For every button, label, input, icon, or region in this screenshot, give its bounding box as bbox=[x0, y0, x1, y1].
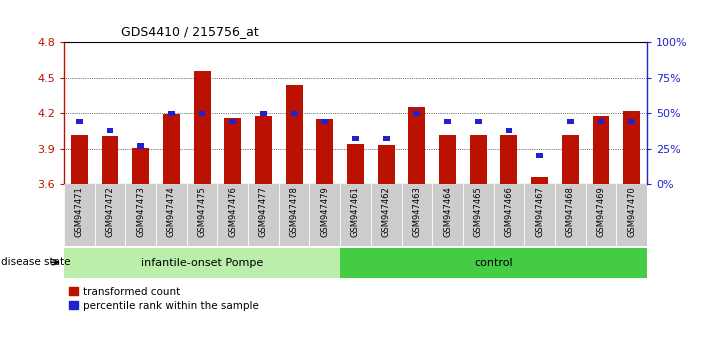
Bar bbox=[371, 184, 402, 246]
Bar bbox=[536, 153, 543, 159]
Bar bbox=[198, 110, 205, 116]
Bar bbox=[137, 143, 144, 149]
Text: GSM947461: GSM947461 bbox=[351, 186, 360, 237]
Bar bbox=[629, 119, 635, 125]
Bar bbox=[64, 248, 340, 278]
Bar bbox=[125, 184, 156, 246]
Text: GSM947474: GSM947474 bbox=[167, 186, 176, 237]
Bar bbox=[193, 71, 210, 184]
Text: control: control bbox=[474, 258, 513, 268]
Bar bbox=[624, 111, 640, 184]
Bar bbox=[475, 119, 481, 125]
Text: GSM947472: GSM947472 bbox=[105, 186, 114, 237]
Bar bbox=[316, 119, 333, 184]
Text: GSM947466: GSM947466 bbox=[504, 186, 513, 237]
Bar bbox=[439, 135, 456, 184]
Text: GSM947469: GSM947469 bbox=[597, 186, 606, 237]
Bar bbox=[567, 119, 574, 125]
Bar bbox=[340, 248, 647, 278]
Bar bbox=[309, 184, 340, 246]
Text: GSM947476: GSM947476 bbox=[228, 186, 237, 237]
Bar bbox=[286, 85, 303, 184]
Text: GSM947464: GSM947464 bbox=[443, 186, 452, 237]
Bar bbox=[444, 119, 451, 125]
Bar bbox=[187, 184, 218, 246]
Bar bbox=[340, 184, 371, 246]
Bar bbox=[470, 135, 486, 184]
Text: GSM947477: GSM947477 bbox=[259, 186, 268, 237]
Bar bbox=[524, 184, 555, 246]
Bar bbox=[291, 110, 297, 116]
Bar bbox=[352, 136, 359, 142]
Bar bbox=[156, 184, 187, 246]
Text: GSM947475: GSM947475 bbox=[198, 186, 207, 237]
Bar bbox=[64, 184, 95, 246]
Bar bbox=[71, 135, 87, 184]
Bar bbox=[321, 119, 328, 125]
Bar bbox=[408, 107, 425, 184]
Bar bbox=[506, 127, 513, 133]
Bar bbox=[383, 136, 390, 142]
Bar bbox=[168, 110, 175, 116]
Text: GSM947479: GSM947479 bbox=[321, 186, 329, 237]
Bar bbox=[586, 184, 616, 246]
Text: infantile-onset Pompe: infantile-onset Pompe bbox=[141, 258, 263, 268]
Text: GDS4410 / 215756_at: GDS4410 / 215756_at bbox=[121, 25, 259, 38]
Bar bbox=[531, 177, 548, 184]
Text: disease state: disease state bbox=[1, 257, 71, 267]
Text: GSM947462: GSM947462 bbox=[382, 186, 390, 237]
Bar bbox=[463, 184, 493, 246]
Text: GSM947463: GSM947463 bbox=[412, 186, 422, 237]
Bar bbox=[248, 184, 279, 246]
Legend: transformed count, percentile rank within the sample: transformed count, percentile rank withi… bbox=[69, 287, 259, 311]
Bar bbox=[260, 110, 267, 116]
Bar bbox=[76, 119, 82, 125]
Bar bbox=[347, 144, 364, 184]
Bar bbox=[107, 127, 113, 133]
Bar bbox=[102, 136, 119, 184]
Text: GSM947478: GSM947478 bbox=[289, 186, 299, 237]
Bar bbox=[562, 135, 579, 184]
Bar bbox=[493, 184, 524, 246]
Bar bbox=[279, 184, 309, 246]
Bar bbox=[255, 116, 272, 184]
Bar bbox=[555, 184, 586, 246]
Bar bbox=[163, 114, 180, 184]
Bar bbox=[414, 110, 420, 116]
Bar bbox=[402, 184, 432, 246]
Text: GSM947468: GSM947468 bbox=[566, 186, 574, 237]
Bar bbox=[598, 119, 604, 125]
Text: GSM947473: GSM947473 bbox=[137, 186, 145, 237]
Bar bbox=[230, 119, 236, 125]
Text: GSM947465: GSM947465 bbox=[474, 186, 483, 237]
Bar bbox=[218, 184, 248, 246]
Text: GSM947470: GSM947470 bbox=[627, 186, 636, 237]
Bar bbox=[432, 184, 463, 246]
Bar bbox=[225, 118, 241, 184]
Bar bbox=[132, 148, 149, 184]
Text: GSM947471: GSM947471 bbox=[75, 186, 84, 237]
Bar bbox=[592, 116, 609, 184]
Bar bbox=[616, 184, 647, 246]
Bar bbox=[378, 145, 395, 184]
Bar bbox=[501, 135, 518, 184]
Bar bbox=[95, 184, 125, 246]
Text: GSM947467: GSM947467 bbox=[535, 186, 544, 237]
